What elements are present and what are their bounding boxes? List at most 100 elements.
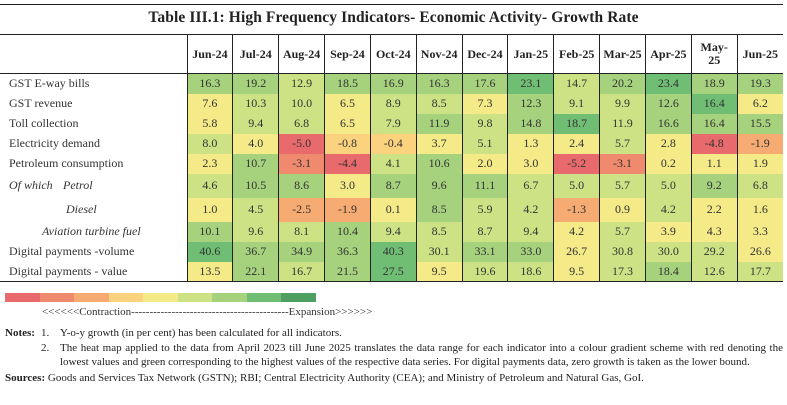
note-text: The heat map applied to the data from Ap…	[60, 341, 783, 369]
heat-cell: 36.3	[324, 241, 371, 262]
row-label: Of which Petrol	[0, 174, 187, 198]
heat-cell: 11.1	[461, 173, 508, 198]
heat-cell: 5.1	[461, 133, 508, 154]
heat-cell: 10.5	[232, 173, 279, 198]
legend-swatch	[281, 293, 316, 302]
heat-cell: 10.0	[278, 93, 325, 114]
heat-cell: -5.2	[553, 153, 600, 174]
heat-cell: 4.2	[553, 221, 600, 242]
column-header: Feb-25	[553, 34, 600, 74]
heat-cell: 10.7	[232, 153, 279, 174]
heat-cell: 0.1	[369, 197, 417, 222]
heat-cell: 26.6	[736, 241, 783, 262]
top-rule	[0, 4, 783, 5]
heat-cell: 4.6	[186, 173, 233, 198]
column-header: Apr-25	[644, 34, 692, 74]
heat-cell: 2.8	[644, 133, 692, 154]
heat-cell: 9.9	[599, 93, 646, 114]
table-title: Table III.1: High Frequency Indicators- …	[148, 9, 639, 26]
heat-cell: -3.1	[278, 153, 325, 174]
row-label: GST revenue	[9, 96, 73, 110]
heat-cell: 40.6	[186, 241, 233, 262]
heat-cell: 8.0	[186, 133, 233, 154]
heat-cell: 6.5	[324, 113, 371, 134]
heat-cell: 9.6	[232, 221, 279, 242]
heat-cell: 27.5	[369, 261, 417, 282]
column-header: Mar-25	[599, 34, 646, 74]
heat-cell: 16.3	[415, 73, 463, 94]
heat-cell: 8.5	[415, 197, 463, 222]
table-row: Digital payments -volume 40.6 36.7 34.9 36.3…	[0, 241, 783, 262]
heat-cell: 8.1	[278, 221, 325, 242]
header-blank	[0, 34, 187, 74]
table-row: Of which Petrol 4.6 10.5 8.6 3.0 8.7 9.6 11.1 6.7…	[0, 173, 783, 198]
heat-cell: 6.5	[324, 93, 371, 114]
legend-swatch	[39, 293, 74, 302]
sources-label: Sources:	[5, 371, 46, 384]
heat-cell: 22.1	[232, 261, 279, 282]
heat-cell: 3.7	[415, 133, 463, 154]
column-header: May-25	[690, 34, 738, 74]
heat-cell: 21.5	[324, 261, 371, 282]
heat-cell: -0.8	[324, 133, 371, 154]
heat-cell: 8.7	[461, 221, 508, 242]
legend-swatch	[108, 293, 143, 302]
heat-cell: 19.3	[736, 73, 783, 94]
heat-cell: 6.8	[278, 113, 325, 134]
row-label: Aviation turbine fuel	[42, 224, 141, 238]
sources-text: Goods and Services Tax Network (GSTN); R…	[47, 371, 644, 384]
heat-cell: 4.2	[507, 197, 554, 222]
heat-cell: 9.4	[507, 221, 554, 242]
heat-cell: 26.7	[553, 241, 600, 262]
heat-cell: 14.7	[553, 73, 600, 94]
heat-cell: -1.9	[736, 133, 783, 154]
heat-cell: 30.0	[644, 241, 692, 262]
heat-cell: 6.2	[736, 93, 783, 114]
heat-cell: 16.6	[644, 113, 692, 134]
heat-cell: -1.3	[553, 197, 600, 222]
table-row: Electricity demand 8.0 4.0 -5.0 -0.8 -0.4 3.7 5…	[0, 133, 783, 154]
heat-cell: 1.6	[736, 197, 783, 222]
row-label: Toll collection	[9, 116, 79, 130]
heat-cell: 18.9	[690, 73, 738, 94]
heat-cell: 1.1	[690, 153, 738, 174]
table-row: GST revenue 7.6 10.3 10.0 6.5 8.9 8.5 7.3 12.3 9.…	[0, 93, 783, 114]
heat-cell: 30.8	[599, 241, 646, 262]
heat-cell: 5.0	[553, 173, 600, 198]
heat-cell: 8.6	[278, 173, 325, 198]
table-row: Petroleum consumption 2.3 10.7 -3.1 -4.4 4.1 1…	[0, 153, 783, 174]
heat-cell: 5.9	[461, 197, 508, 222]
note-number: 2.	[41, 341, 50, 354]
heat-cell: 2.0	[461, 153, 508, 174]
note-2: 2. The heat map applied to the data from…	[5, 341, 783, 370]
heat-cell: 18.5	[324, 73, 371, 94]
heat-cell: 2.4	[553, 133, 600, 154]
heat-cell: 9.6	[415, 173, 463, 198]
row-label: Digital payments -volume	[9, 244, 135, 258]
column-header: Jan-25	[507, 34, 554, 74]
column-header: Nov-24	[415, 34, 463, 74]
heat-cell: 4.5	[232, 197, 279, 222]
heat-cell: 4.3	[690, 221, 738, 242]
heat-cell: 30.1	[415, 241, 463, 262]
column-header: Sep-24	[324, 34, 371, 74]
heat-cell: 34.9	[278, 241, 325, 262]
heat-cell: 3.0	[507, 153, 554, 174]
note-text: Y-o-y growth (in per cent) has been calc…	[60, 327, 342, 339]
heat-cell: -4.8	[690, 133, 738, 154]
legend-caption: <<<<<<Contraction-----------------------…	[42, 306, 373, 318]
heat-cell: 13.5	[186, 261, 233, 282]
column-header: Jul-24	[232, 34, 279, 74]
heat-cell: 10.3	[232, 93, 279, 114]
heat-cell: 11.9	[415, 113, 463, 134]
row-label: GST E-way bills	[9, 76, 90, 91]
heat-cell: 16.4	[690, 93, 738, 114]
heat-cell: 8.9	[369, 93, 417, 114]
heat-cell: 1.3	[507, 133, 554, 154]
heat-cell: 3.9	[644, 221, 692, 242]
heat-cell: 4.2	[644, 197, 692, 222]
table-row: Aviation turbine fuel 10.1 9.6 8.1 10.4 9.4 8.…	[0, 221, 783, 242]
heat-cell: 33.0	[507, 241, 554, 262]
heat-cell: 4.1	[369, 153, 417, 174]
heat-cell: 8.5	[415, 93, 463, 114]
